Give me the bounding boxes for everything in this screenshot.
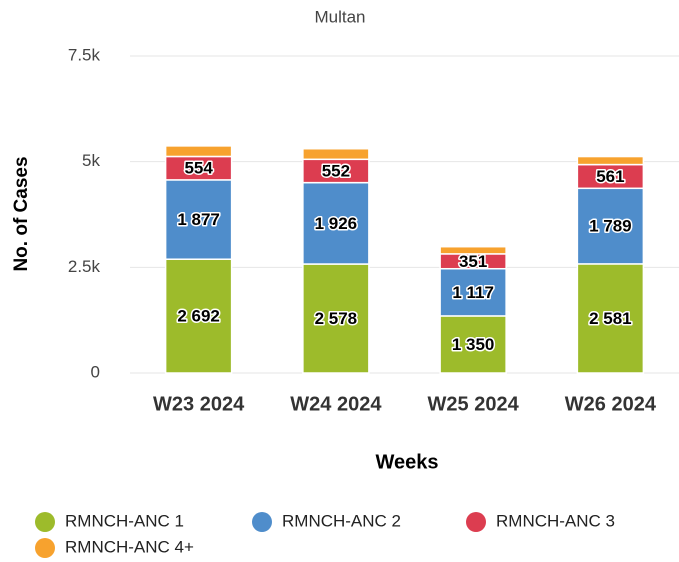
bar-segment xyxy=(576,155,645,166)
chart-title: Multan xyxy=(314,7,365,26)
legend-label: RMNCH-ANC 2 xyxy=(282,511,401,530)
legend-label: RMNCH-ANC 4+ xyxy=(65,537,194,556)
y-tick-label: 0 xyxy=(91,362,100,381)
legend-marker xyxy=(466,512,486,532)
y-axis-title: No. of Cases xyxy=(11,156,32,271)
bar-segment xyxy=(302,147,370,161)
bar-segment xyxy=(302,263,370,374)
bar-segment xyxy=(439,315,507,374)
data-label: 2 581 xyxy=(589,309,632,328)
data-label: 1 117 xyxy=(452,283,494,302)
bar-segment xyxy=(576,187,645,265)
data-label: 2 692 xyxy=(177,307,220,326)
bar-segment xyxy=(302,181,370,265)
y-tick-label: 7.5k xyxy=(68,45,101,64)
x-tick-label: W26 2024 xyxy=(565,393,657,415)
data-label: 554 xyxy=(184,159,213,178)
y-tick-label: 5k xyxy=(82,151,100,170)
bar-segment xyxy=(164,258,233,374)
data-label: 351 xyxy=(459,252,487,271)
data-label: 552 xyxy=(322,161,350,180)
legend-label: RMNCH-ANC 3 xyxy=(496,511,615,530)
legend-marker xyxy=(35,512,55,532)
data-label: 1 789 xyxy=(589,217,632,236)
x-tick-label: W24 2024 xyxy=(290,393,382,415)
x-axis-title: Weeks xyxy=(375,451,438,473)
data-label: 1 350 xyxy=(452,335,495,354)
legend-marker xyxy=(35,538,55,558)
y-tick-label: 2.5k xyxy=(68,257,101,276)
legend-label: RMNCH-ANC 1 xyxy=(65,511,184,530)
bar-segment xyxy=(164,179,233,260)
data-label: 1 926 xyxy=(315,214,358,233)
bar-segment xyxy=(439,267,507,317)
data-label: 2 578 xyxy=(315,309,358,328)
data-label: 1 877 xyxy=(177,210,220,229)
bar-segment xyxy=(439,245,507,255)
bar-segment xyxy=(576,263,645,374)
bar-segment xyxy=(164,145,233,158)
legend-marker xyxy=(252,512,272,532)
x-tick-label: W25 2024 xyxy=(428,393,520,415)
x-tick-label: W23 2024 xyxy=(153,393,245,415)
data-label: 561 xyxy=(596,167,624,186)
